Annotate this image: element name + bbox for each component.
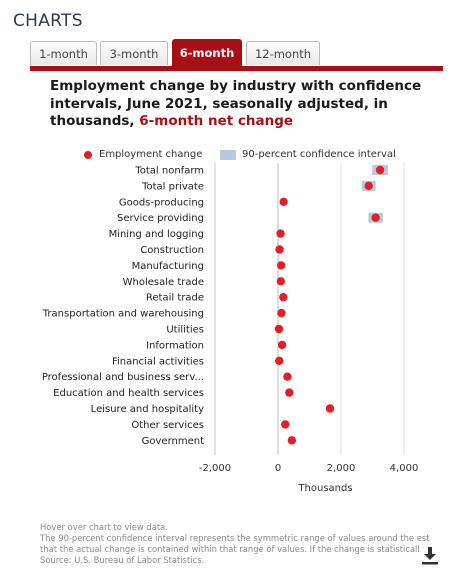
employment-change-point (276, 261, 286, 270)
employment-change-point (277, 340, 287, 350)
legend-interval-label: 90-percent confidence interval (242, 149, 396, 160)
legend-point-marker (84, 151, 92, 159)
employment-change-point (364, 181, 373, 191)
employment-change-point (285, 388, 294, 397)
chart-plot[interactable]: -2,000 0 2,000 4,000 Thousands Total nonfarm T… (0, 0, 469, 520)
footnote-source: Source: U.S. Bureau of Labor Statistics. (40, 555, 205, 565)
download-icon[interactable] (422, 547, 438, 565)
employment-change-point (371, 213, 380, 222)
footnote-ci-2: that the actual change is contained with… (40, 544, 420, 554)
employment-change-point (375, 165, 385, 175)
category-label: Retail trade (146, 293, 204, 304)
employment-change-point (276, 229, 285, 238)
employment-change-point (279, 293, 288, 302)
category-label: Goods-producing (119, 197, 204, 208)
chart-footnotes: Hover over chart to view data. The 90-pe… (40, 522, 450, 566)
category-label: Government (142, 436, 204, 447)
employment-change-point (275, 245, 284, 254)
employment-change-point (283, 372, 292, 381)
category-label: Manufacturing (132, 261, 204, 272)
employment-change-point (281, 420, 290, 429)
employment-change-point (287, 436, 297, 445)
employment-change-point (277, 308, 286, 318)
category-label: Transportation and warehousing (42, 309, 204, 320)
category-label: Leisure and hospitality (91, 404, 204, 415)
tab-1-month[interactable]: 1-month (30, 41, 97, 65)
x-tick-label: 2,000 (327, 463, 356, 474)
tab-12-month[interactable]: 12-month (246, 41, 320, 65)
category-label: Education and health services (53, 388, 204, 399)
category-label: Service providing (117, 213, 204, 224)
x-tick-label: 0 (275, 463, 281, 474)
category-label: Total nonfarm (134, 166, 204, 177)
chart-title-text: Employment change by industry with confi… (50, 78, 422, 129)
chart-title: Employment change by industry with confi… (50, 78, 440, 131)
page-title: CHARTS (13, 11, 83, 31)
employment-change-point (274, 324, 284, 334)
footnote-ci-1: The 90-percent confidence interval repre… (40, 533, 430, 543)
x-tick-label: -2,000 (199, 463, 231, 474)
x-axis-title: Thousands (297, 483, 352, 494)
footnote-hover: Hover over chart to view data. (40, 522, 168, 532)
category-label: Construction (140, 245, 204, 256)
employment-change-point (325, 404, 335, 413)
category-label: Wholesale trade (123, 277, 204, 288)
legend-interval-marker (220, 150, 236, 160)
tab-underline (30, 66, 443, 71)
legend-point-label: Employment change (99, 149, 203, 160)
employment-change-point (279, 197, 288, 206)
category-label: Information (146, 340, 204, 351)
tab-3-month[interactable]: 3-month (100, 41, 168, 65)
employment-change-point (276, 277, 286, 286)
employment-change-point (275, 356, 284, 365)
x-tick-label: 4,000 (390, 463, 419, 474)
category-label: Professional and business serv... (42, 372, 204, 383)
tab-6-month[interactable]: 6-month (172, 39, 242, 66)
category-label: Other services (131, 420, 204, 431)
category-label: Utilities (166, 325, 204, 336)
category-label: Mining and logging (109, 229, 204, 240)
chart-title-highlight: 6-month net change (139, 113, 294, 129)
category-label: Total private (141, 181, 204, 192)
category-label: Financial activities (112, 356, 204, 367)
